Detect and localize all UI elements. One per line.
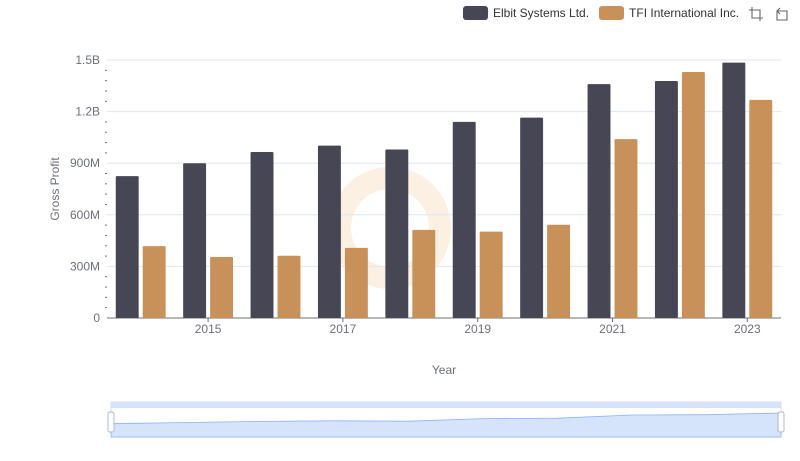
x-tick-label: 2015 [195,322,222,336]
bar-elbit-2021[interactable] [587,84,611,318]
bar-elbit-2015[interactable] [183,163,207,318]
legend-label-elbit: Elbit Systems Ltd. [493,6,590,20]
datazoom-top-bar[interactable] [111,402,781,408]
bar-tfi-2020[interactable] [547,224,571,318]
bar-elbit-2018[interactable] [385,149,409,318]
y-tick-label: 600M [70,208,100,222]
x-tick-label: 2017 [330,322,357,336]
y-tick-label: 900M [70,156,100,170]
y-tick-label: 300M [70,259,100,273]
y-axis-title: Gross Profit [48,157,62,221]
y-tick-label: 1.5B [75,53,100,67]
bar-tfi-2021[interactable] [614,139,638,318]
datazoom-handle-left[interactable] [107,411,115,433]
datazoom-handle-right[interactable] [777,411,785,433]
legend-swatch-elbit [463,6,488,20]
bar-tfi-2018[interactable] [412,229,436,318]
legend-label-tfi: TFI International Inc. [629,6,740,20]
bar-elbit-2014[interactable] [115,176,139,318]
legend-item-tfi[interactable]: TFI International Inc. [599,6,739,20]
zoom-box-icon[interactable] [748,6,764,22]
x-axis-title: Year [432,363,456,377]
y-axis: 0 300M 600M 900M 1.2B 1.5B [70,53,107,325]
bar-tfi-2022[interactable] [681,72,705,318]
bars [115,62,773,319]
bar-tfi-2015[interactable] [210,256,234,318]
restore-icon[interactable] [774,6,790,22]
bar-tfi-2023[interactable] [749,99,773,319]
bar-tfi-2017[interactable] [344,247,368,318]
y-tick-label: 0 [93,311,100,325]
bar-elbit-2017[interactable] [317,145,341,318]
x-tick-label: 2023 [734,322,761,336]
legend: Elbit Systems Ltd. TFI International Inc… [463,4,749,22]
bar-elbit-2023[interactable] [722,62,746,318]
bar-tfi-2016[interactable] [277,255,301,318]
bar-tfi-2014[interactable] [142,246,166,318]
datazoom-slider[interactable] [107,401,785,438]
bar-elbit-2019[interactable] [452,121,476,318]
bar-elbit-2022[interactable] [654,80,678,318]
bar-elbit-2020[interactable] [520,117,544,319]
legend-swatch-tfi [599,6,625,20]
x-tick-label: 2019 [464,322,491,336]
x-tick-label: 2021 [599,322,626,336]
bar-elbit-2016[interactable] [250,152,274,318]
y-tick-label: 1.2B [75,105,100,119]
x-axis: 2015 2017 2019 2021 2023 [107,317,781,336]
legend-item-elbit[interactable]: Elbit Systems Ltd. [463,6,589,20]
bar-tfi-2019[interactable] [479,231,503,318]
